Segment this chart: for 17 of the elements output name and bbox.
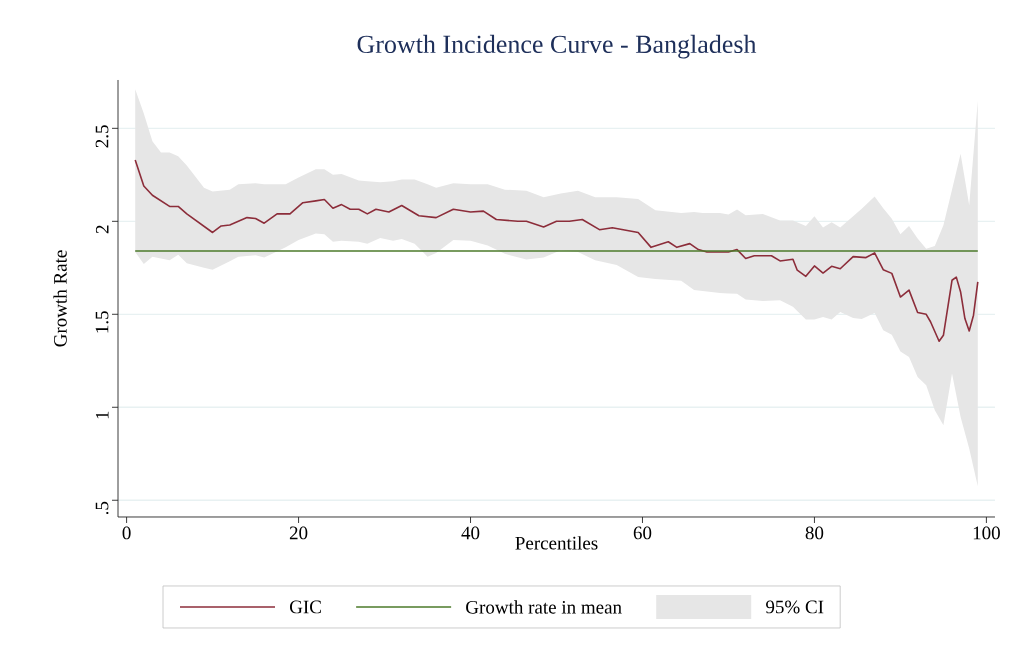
chart-title: Growth Incidence Curve - Bangladesh — [357, 34, 757, 59]
legend-label: Growth rate in mean — [466, 600, 622, 614]
y-tick-label: 1 — [95, 411, 109, 419]
x-tick-label: 0 — [122, 526, 131, 540]
x-tick-label: 100 — [973, 526, 1000, 540]
x-tick-label: 80 — [805, 526, 824, 540]
x-tick-label: 60 — [633, 526, 652, 540]
x-tick-label: 20 — [289, 526, 308, 540]
x-tick-label: 40 — [461, 526, 480, 540]
y-axis-title: Growth Rate — [53, 250, 67, 347]
y-tick-label: 2 — [95, 225, 109, 234]
legend-label: 95% CI — [766, 600, 824, 614]
y-tick-label: 1.5 — [95, 311, 109, 333]
legend-label: GIC — [289, 600, 321, 614]
y-tick-label: .5 — [95, 501, 109, 515]
y-tick-label: 2.5 — [95, 125, 109, 148]
x-axis-title: Percentiles — [515, 536, 598, 550]
